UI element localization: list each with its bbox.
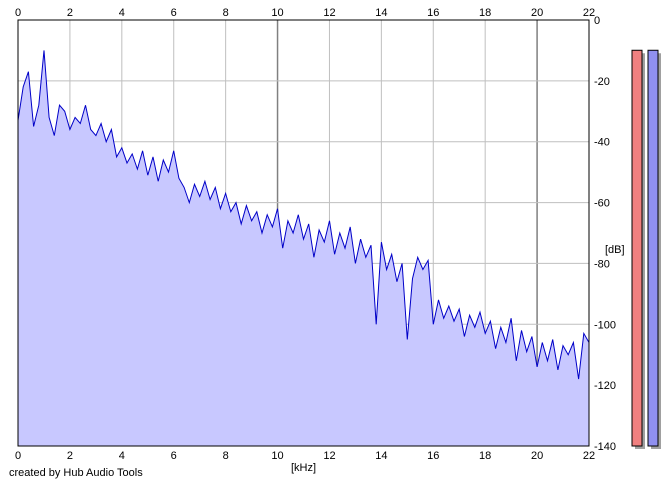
x-tick-label-top: 8	[223, 7, 229, 19]
x-tick-label-bottom: 18	[479, 450, 491, 462]
x-tick-label-bottom: 14	[375, 450, 387, 462]
y-axis-ticks: 0 -20 -40 -60 -80 -100 -120 -140	[594, 15, 616, 453]
spectrum-line	[17, 50, 590, 380]
x-tick-label-top: 12	[323, 7, 335, 19]
x-tick-label-top: 22	[583, 7, 595, 19]
y-tick-label: -60	[594, 198, 610, 210]
x-tick-label-bottom: 22	[583, 450, 595, 462]
x-tick-label-bottom: 2	[67, 450, 73, 462]
x-tick-label-top: 18	[479, 7, 491, 19]
plot-frame	[17, 19, 590, 447]
x-tick-label-top: 10	[271, 7, 283, 19]
y-tick-label: -120	[594, 380, 616, 392]
x-tick-label-top: 0	[15, 7, 21, 19]
level-meter-bar	[631, 49, 643, 447]
x-tick-label-bottom: 6	[171, 450, 177, 462]
spectrum-fill	[18, 50, 589, 447]
x-tick-label-bottom: 16	[427, 450, 439, 462]
x-tick-label-bottom: 20	[531, 450, 543, 462]
x-tick-label-bottom: 12	[323, 450, 335, 462]
x-tick-label-bottom: 8	[223, 450, 229, 462]
x-tick-label-bottom: 4	[119, 450, 125, 462]
x-tick-label-bottom: 0	[15, 450, 21, 462]
y-tick-label: -40	[594, 137, 610, 149]
level-meter-bar	[647, 49, 659, 447]
x-tick-label-top: 6	[171, 7, 177, 19]
y-tick-label: -20	[594, 76, 610, 88]
x-tick-label-top: 20	[531, 7, 543, 19]
x-tick-label-top: 4	[119, 7, 125, 19]
x-tick-label-top: 14	[375, 7, 387, 19]
y-tick-label: 0	[594, 15, 600, 27]
x-tick-label-top: 16	[427, 7, 439, 19]
x-tick-label-top: 2	[67, 7, 73, 19]
credit-text: created by Hub Audio Tools	[9, 467, 143, 479]
y-tick-label: -80	[594, 258, 610, 270]
y-tick-label: -140	[594, 441, 616, 453]
x-tick-label-bottom: 10	[271, 450, 283, 462]
y-axis-label: [dB]	[605, 244, 625, 256]
level-meters	[631, 49, 661, 449]
y-tick-label: -100	[594, 319, 616, 331]
x-axis-label: [kHz]	[291, 462, 316, 474]
